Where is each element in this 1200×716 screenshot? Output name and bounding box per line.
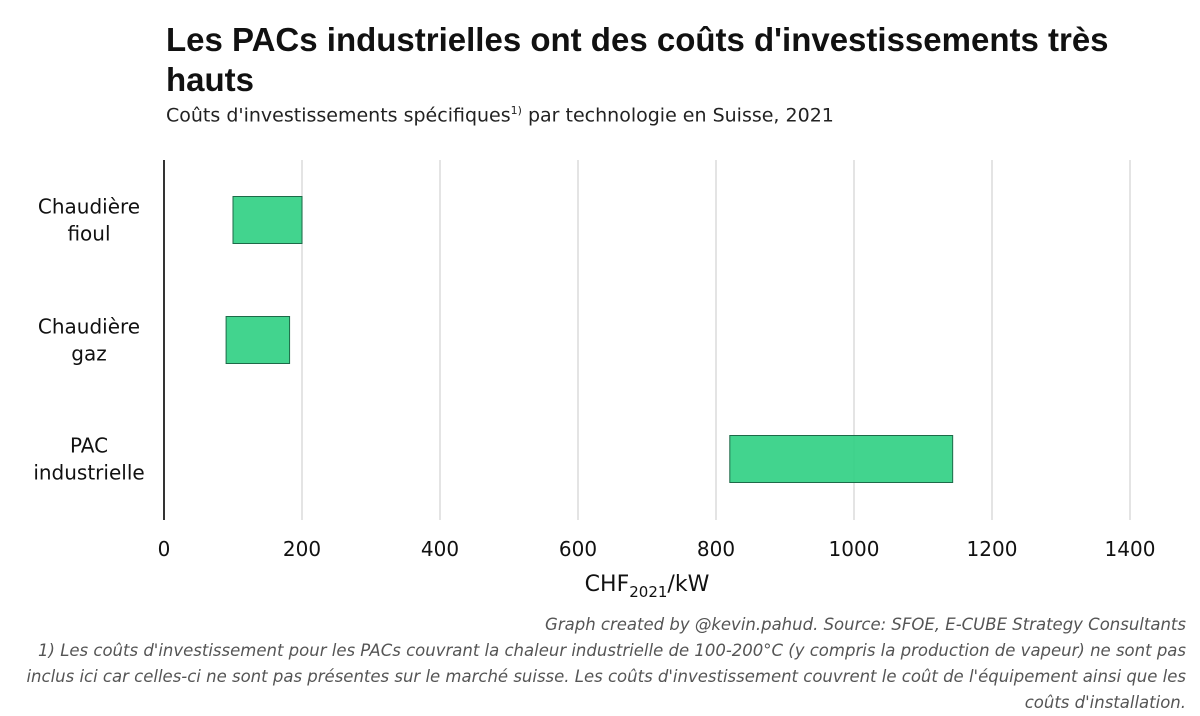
range-bar-0 [232,196,303,244]
range-bar-2 [729,435,954,483]
category-label-0: Chaudière fioul [38,195,140,246]
caption-credit: Graph created by @kevin.pahud. Source: S… [545,615,1186,634]
range-bar-chart: Chaudière fioul Chaudière gaz PAC industriell… [33,160,1156,601]
x-tick-label-600: 600 [559,537,597,561]
x-tick-label-1000: 1000 [829,537,880,561]
caption-footnote: 1) Les coûts d'investissement pour les P… [26,641,1186,712]
chart-caption: Graph created by @kevin.pahud. Source: S… [6,612,1186,716]
category-label-2: PAC industrielle [33,434,144,485]
subtitle-main: Coûts d'investissements spécifiques [166,104,511,127]
chart-subtitle: Coûts d'investissements spécifiques1) pa… [166,104,834,126]
x-tick-label-1400: 1400 [1105,537,1156,561]
x-tick-label-800: 800 [697,537,735,561]
x-tick-label-400: 400 [421,537,459,561]
chart-title: Les PACs industrielles ont des coûts d'i… [166,21,1109,98]
x-tick-label-1200: 1200 [967,537,1018,561]
subtitle-footnote-marker: 1) [510,104,522,117]
range-bar-1 [225,316,291,364]
x-tick-label-0: 0 [158,537,171,561]
subtitle-rest: par technologie en Suisse, 2021 [521,104,834,127]
category-label-1: Chaudière gaz [38,315,140,366]
x-tick-label-200: 200 [283,537,321,561]
x-axis-label: CHF2021/kW [585,572,710,601]
